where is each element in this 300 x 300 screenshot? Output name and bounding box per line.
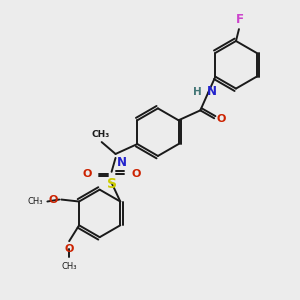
Text: N: N (116, 156, 127, 169)
Text: F: F (236, 13, 244, 26)
Text: CH₃: CH₃ (92, 130, 110, 139)
Text: CH₃: CH₃ (28, 197, 44, 206)
Text: O: O (64, 244, 74, 254)
Text: N: N (207, 85, 217, 98)
Text: O: O (49, 194, 58, 205)
Text: O: O (131, 169, 141, 179)
Text: O: O (216, 114, 226, 124)
Text: CH₃: CH₃ (61, 262, 77, 271)
Text: O: O (82, 169, 92, 179)
Text: H: H (193, 86, 201, 97)
Text: S: S (106, 177, 117, 191)
